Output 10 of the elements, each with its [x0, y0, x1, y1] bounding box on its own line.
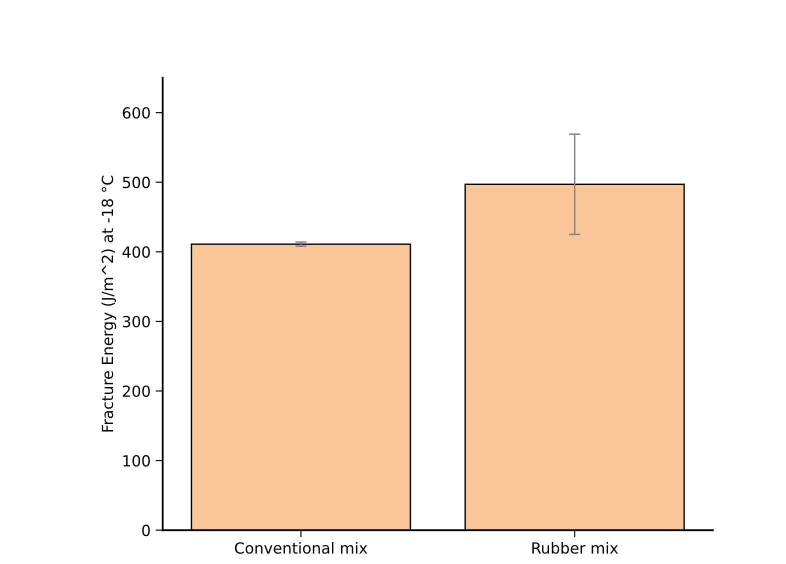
y-tick-label: 100	[123, 455, 150, 467]
y-tick-label: 0	[142, 524, 150, 536]
y-tick-label: 300	[122, 316, 150, 328]
x-tick-label: Conventional mix	[234, 542, 368, 554]
y-tick-label: 500	[122, 176, 150, 188]
y-tick-label: 400	[122, 246, 150, 258]
x-tick-label: Rubber mix	[532, 542, 618, 554]
y-axis-title: Fracture Energy (J/m^2) at -18 °C	[101, 176, 116, 432]
y-tick-label: 200	[122, 385, 150, 398]
y-tick-label: 600	[122, 107, 150, 119]
